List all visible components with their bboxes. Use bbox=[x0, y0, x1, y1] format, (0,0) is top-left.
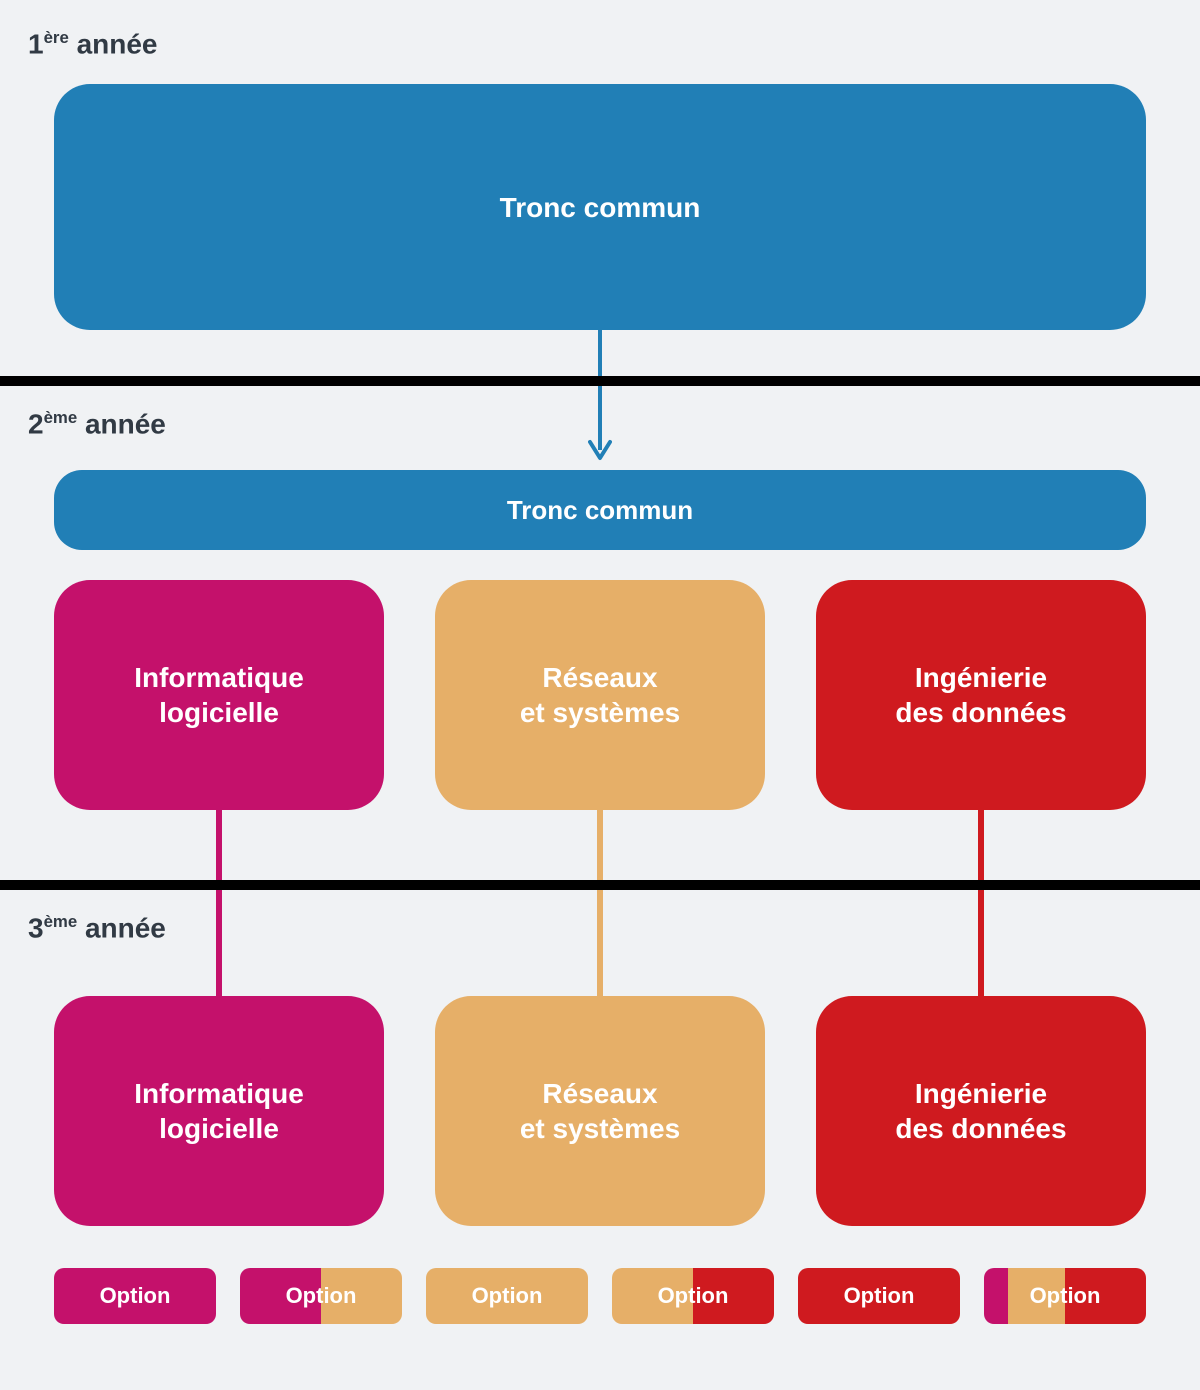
track-informatique-y2: Informatique logicielle bbox=[54, 580, 384, 810]
track2-y2-text: Réseaux et systèmes bbox=[520, 660, 680, 730]
year-1-text: année bbox=[77, 28, 158, 59]
year-2-suffix: ème bbox=[44, 408, 78, 427]
track1-y2-text: Informatique logicielle bbox=[134, 660, 304, 730]
year-2-num: 2 bbox=[28, 408, 44, 439]
tronc2-text: Tronc commun bbox=[507, 495, 693, 526]
tronc-commun-y1: Tronc commun bbox=[54, 84, 1146, 330]
year-1-num: 1 bbox=[28, 28, 44, 59]
track1-y3-text: Informatique logicielle bbox=[134, 1076, 304, 1146]
track-ingenierie-y3: Ingénierie des données bbox=[816, 996, 1146, 1226]
year-2-text: année bbox=[85, 408, 166, 439]
year-1-label: 1ère année bbox=[28, 28, 158, 60]
divider-2 bbox=[0, 880, 1200, 890]
option-box-1: Option bbox=[54, 1268, 216, 1324]
track-reseaux-y3: Réseaux et systèmes bbox=[435, 996, 765, 1226]
option-label: Option bbox=[472, 1283, 543, 1309]
year-3-suffix: ème bbox=[44, 912, 78, 931]
option-box-5: Option bbox=[798, 1268, 960, 1324]
option-label: Option bbox=[1030, 1283, 1101, 1309]
option-box-4: Option bbox=[612, 1268, 774, 1324]
tronc-commun-y2: Tronc commun bbox=[54, 470, 1146, 550]
option-box-2: Option bbox=[240, 1268, 402, 1324]
option-box-6: Option bbox=[984, 1268, 1146, 1324]
tronc1-text: Tronc commun bbox=[500, 190, 701, 225]
track-reseaux-y2: Réseaux et systèmes bbox=[435, 580, 765, 810]
option-label: Option bbox=[844, 1283, 915, 1309]
divider-1 bbox=[0, 376, 1200, 386]
year-3-text: année bbox=[85, 912, 166, 943]
connector-track2 bbox=[597, 810, 603, 996]
connector-track3 bbox=[978, 810, 984, 996]
connector-track1 bbox=[216, 810, 222, 996]
year-1-suffix: ère bbox=[44, 28, 69, 47]
year-3-num: 3 bbox=[28, 912, 44, 943]
option-label: Option bbox=[658, 1283, 729, 1309]
track3-y3-text: Ingénierie des données bbox=[895, 1076, 1066, 1146]
option-box-3: Option bbox=[426, 1268, 588, 1324]
track-informatique-y3: Informatique logicielle bbox=[54, 996, 384, 1226]
track-ingenierie-y2: Ingénierie des données bbox=[816, 580, 1146, 810]
option-label: Option bbox=[100, 1283, 171, 1309]
track2-y3-text: Réseaux et systèmes bbox=[520, 1076, 680, 1146]
option-label: Option bbox=[286, 1283, 357, 1309]
track3-y2-text: Ingénierie des données bbox=[895, 660, 1066, 730]
arrow-y1-y2 bbox=[588, 330, 612, 470]
year-3-label: 3ème année bbox=[28, 912, 166, 944]
year-2-label: 2ème année bbox=[28, 408, 166, 440]
